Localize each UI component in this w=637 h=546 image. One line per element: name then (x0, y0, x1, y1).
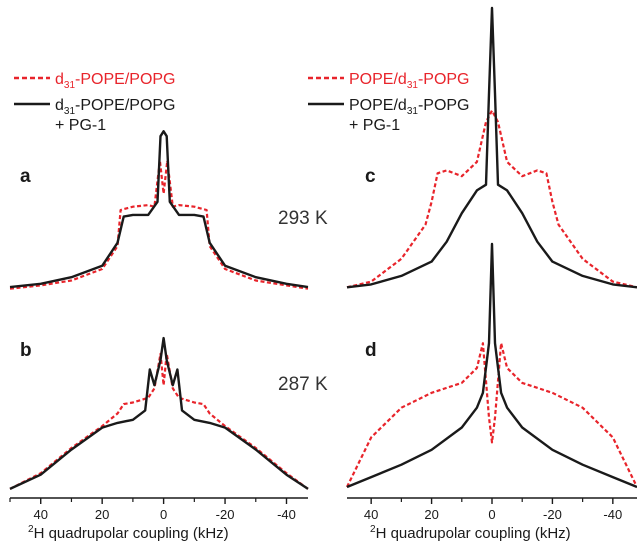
x-tick-label-left-4: -40 (277, 507, 296, 522)
legend-right-black-label-line2: + PG-1 (349, 117, 400, 134)
x-axis-left-label: 2H quadrupolar coupling (kHz) (28, 524, 229, 542)
panel-label-d: d (365, 340, 377, 361)
legend-left-black-label-line2: + PG-1 (55, 117, 106, 134)
temperature-label-293: 293 K (278, 208, 328, 229)
panel-a-black-series (9, 130, 309, 289)
x-tick-label-right-1: 20 (424, 507, 438, 522)
x-tick-label-left-3: -20 (216, 507, 235, 522)
x-tick-label-right-3: -20 (543, 507, 562, 522)
x-tick-label-left-2: 0 (160, 507, 167, 522)
panel-d-red-series (346, 342, 637, 488)
legend-right-red-label: POPE/d31-POPG (349, 71, 470, 91)
temperature-label-287: 287 K (278, 374, 328, 395)
legend-left: d31-POPE/POPG d31-POPE/POPG + PG-1 (14, 71, 176, 134)
x-axis-left: 40 20 0 -20 -40 (9, 497, 308, 522)
legend-right-black-label: POPE/d31-POPG (349, 97, 470, 117)
panel-d-black-series (346, 242, 637, 489)
panel-label-b: b (20, 340, 32, 361)
x-tick-label-left-1: 20 (95, 507, 109, 522)
legend-right: POPE/d31-POPG POPE/d31-POPG + PG-1 (308, 71, 470, 134)
x-tick-label-right-4: -40 (603, 507, 622, 522)
panel-b-red-series (9, 352, 309, 490)
panel-b-black-series (9, 336, 309, 490)
panel-label-c: c (365, 166, 376, 187)
panel-label-a: a (20, 166, 31, 187)
legend-left-red-label: d31-POPE/POPG (55, 71, 176, 91)
x-axis-right: 40 20 0 -20 -40 (347, 497, 637, 522)
x-axis-right-label: 2H quadrupolar coupling (kHz) (370, 524, 571, 542)
spectra (9, 6, 637, 490)
panel-a-red-series (9, 159, 309, 290)
x-tick-label-right-0: 40 (364, 507, 378, 522)
panel-c-red-series (346, 109, 637, 289)
panel-c-black-series (346, 6, 637, 289)
legend-left-black-label: d31-POPE/POPG (55, 97, 176, 117)
x-tick-label-left-0: 40 (33, 507, 47, 522)
x-tick-label-right-2: 0 (488, 507, 495, 522)
